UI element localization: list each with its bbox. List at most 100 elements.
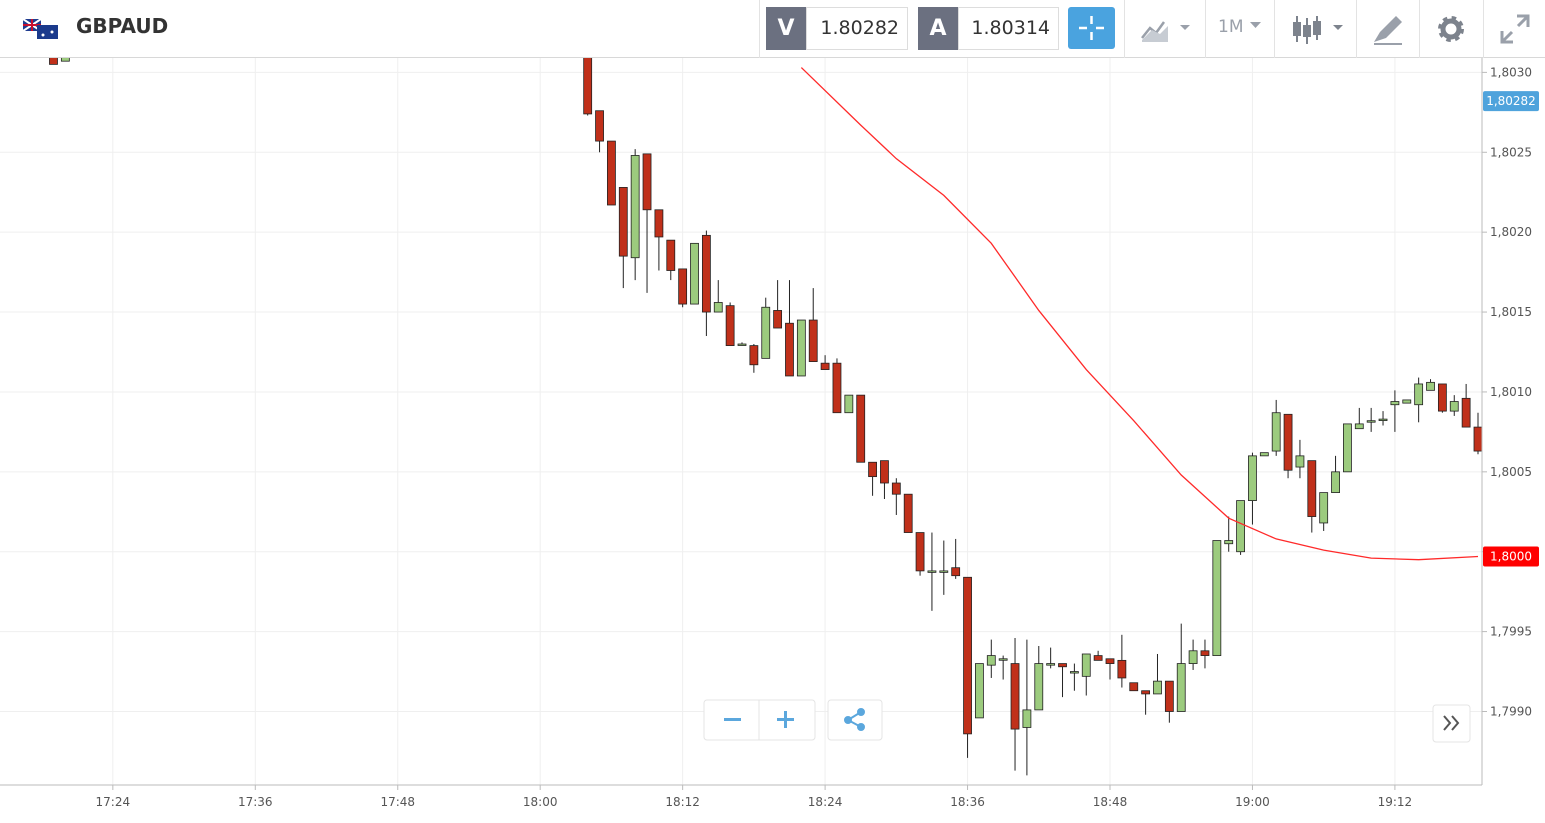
candle-body [1034,663,1044,711]
buy-button[interactable]: A [918,7,958,50]
candle-body [880,460,889,484]
candle-body [737,343,747,346]
candle-body [1390,401,1400,406]
candle-body [1283,413,1293,471]
y-tick-label: 1,8030 [1490,65,1532,79]
candle-body [1129,682,1139,692]
x-tick-label: 17:24 [96,795,131,809]
sell-price[interactable]: 1.80282 [806,7,908,50]
share-button[interactable] [827,699,883,741]
candle-body [642,153,652,211]
candle-body [725,305,735,347]
candle-body [1426,381,1435,391]
candle-body [796,319,806,377]
x-tick-label: 18:24 [808,795,843,809]
candle-body [1307,460,1317,517]
candle-body [939,570,949,573]
candle-body [998,658,1008,661]
candle-body [690,242,699,305]
price-label: 1,80282 [1486,94,1536,108]
candle-body [1414,383,1424,406]
candle-body [1188,650,1198,664]
candle-body [915,532,925,572]
candle-body [630,155,640,259]
candle-body [1461,397,1471,428]
candle-body [1010,663,1020,730]
timeframe-caret [1250,22,1261,28]
fullscreen-button[interactable] [1499,13,1531,45]
drawing-tool-button[interactable] [1372,14,1404,46]
candle-body [1248,455,1257,501]
zoom-in[interactable] [777,711,794,728]
candle-body [927,570,937,573]
price-label-box [1483,546,1539,567]
candle-body [986,655,996,666]
y-tick-label: 1,8010 [1490,385,1532,399]
candle-body [595,110,604,142]
candle-body [583,58,593,115]
candle-body [832,362,842,414]
y-tick-label: 1,7995 [1490,625,1532,639]
candle-body [1200,650,1210,656]
candle-body [678,268,688,305]
expand-panel[interactable] [1432,704,1471,743]
candle-body [1319,492,1329,524]
candle-body [1212,540,1222,656]
y-tick-label: 1,8005 [1490,465,1532,479]
candle-body [1473,426,1482,452]
x-tick-label: 18:00 [523,795,558,809]
candle-body [1366,420,1376,423]
y-tick-label: 1,8015 [1490,305,1532,319]
price-label: 1,8000 [1490,550,1532,564]
candle-body [773,310,783,329]
indicators-button[interactable] [1291,14,1345,46]
crosshair-button[interactable] [1068,7,1115,49]
candle-body [808,319,818,362]
chart-type-button[interactable] [1140,16,1194,44]
candle-body [1354,423,1364,430]
candle-body [1331,471,1340,494]
candle-body [844,394,854,414]
candle-body [1046,663,1056,666]
zoom-controls [703,699,1471,743]
candle-body [1081,653,1091,677]
candle-body [868,461,877,478]
candle-body [654,209,664,238]
settings-button[interactable] [1436,14,1466,44]
candle-body [1437,383,1447,412]
candle-body [1058,663,1067,668]
candle-body [903,493,913,533]
candle-body [1117,659,1127,679]
x-tick-label: 18:36 [950,795,985,809]
toolbar: GBPAUD V 1.80282 A 1.80314 1M [0,0,1545,58]
candle-body [1069,671,1079,674]
x-tick-label: 17:48 [380,795,415,809]
candle-body [618,187,628,257]
timeframe-button[interactable]: 1M [1218,17,1244,37]
candle-body [749,345,759,366]
x-tick-label: 17:36 [238,795,273,809]
x-tick-label: 19:12 [1378,795,1413,809]
buy-price[interactable]: 1.80314 [958,7,1059,50]
candle-body [963,576,972,735]
candle-body [701,234,711,313]
instrument-name: GBPAUD [76,14,169,38]
sell-button[interactable]: V [766,7,806,50]
candle-body [1259,452,1269,457]
candle-body [1141,690,1151,695]
candle-body [1295,455,1305,468]
y-tick-label: 1,7990 [1490,705,1532,719]
candle-body [951,567,961,577]
x-tick-label: 19:00 [1235,795,1270,809]
candle-body [1402,399,1412,404]
candle-body [1164,680,1174,712]
candle-body [975,663,984,719]
candle-body [60,58,70,62]
candle-body [1343,423,1352,473]
candle-body [666,239,676,271]
zoom-out[interactable] [724,718,741,721]
y-tick-label: 1,8020 [1490,225,1532,239]
candle-body [1224,540,1234,545]
